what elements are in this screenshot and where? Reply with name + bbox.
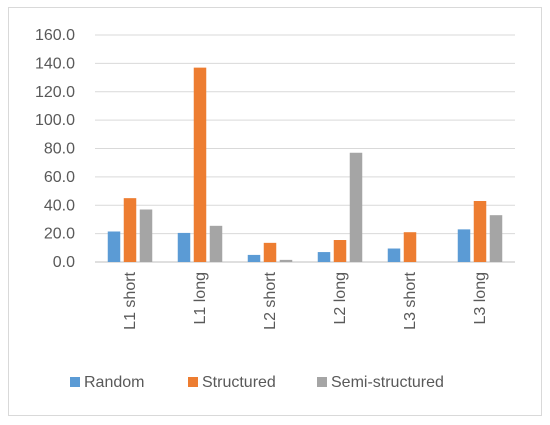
legend-label: Random: [84, 374, 144, 391]
y-tick-label: 0.0: [53, 254, 75, 271]
bar-semi-structured: [209, 225, 223, 262]
legend-item: Random: [70, 374, 144, 391]
x-tick-label: L3 short: [402, 271, 419, 329]
bar-random: [317, 252, 331, 262]
bar-structured: [403, 232, 417, 262]
x-axis-tick-labels: L1 short L1 long L2 short L2 long L3 short L3…: [122, 271, 489, 329]
bar-random: [387, 248, 401, 262]
bar-structured: [473, 200, 487, 262]
y-tick-label: 160.0: [35, 27, 75, 44]
legend-item: Semi-structured: [317, 374, 444, 391]
x-tick-label: L1 long: [192, 272, 209, 325]
legend-item: Structured: [188, 374, 276, 391]
y-tick-label: 40.0: [44, 197, 75, 214]
bar-semi-structured: [349, 152, 363, 262]
legend-swatch: [188, 377, 198, 387]
bar-random: [177, 232, 191, 262]
bar-structured: [123, 198, 137, 262]
bar-structured: [333, 240, 347, 262]
bars: [107, 67, 503, 262]
chart-frame: [8, 7, 542, 416]
x-tick-label: L3 long: [472, 272, 489, 325]
gridlines: [95, 34, 515, 263]
y-tick-label: 140.0: [35, 55, 75, 72]
legend-swatch: [70, 377, 80, 387]
bar-structured: [193, 67, 207, 262]
y-tick-label: 120.0: [35, 84, 75, 101]
x-tick-label: L1 short: [122, 271, 139, 329]
y-tick-label: 20.0: [44, 226, 75, 243]
x-tick-label: L2 long: [332, 272, 349, 325]
bar-random: [457, 229, 471, 262]
bar-random: [247, 254, 261, 262]
legend-label: Structured: [202, 374, 276, 391]
y-tick-label: 100.0: [35, 112, 75, 129]
legend-swatch: [317, 377, 327, 387]
y-axis-tick-labels: 0.0 20.0 40.0 60.0 80.0 100.0 120.0 140.0 160.0: [35, 27, 75, 271]
bar-semi-structured: [489, 215, 503, 262]
bar-structured: [263, 242, 277, 262]
legend: Random Structured Semi-structured: [70, 374, 444, 391]
bar-semi-structured: [279, 259, 293, 262]
bar-semi-structured: [139, 209, 153, 262]
bar-random: [107, 231, 121, 262]
y-tick-label: 80.0: [44, 141, 75, 158]
legend-label: Semi-structured: [331, 374, 444, 391]
y-tick-label: 60.0: [44, 169, 75, 186]
x-tick-label: L2 short: [262, 271, 279, 329]
